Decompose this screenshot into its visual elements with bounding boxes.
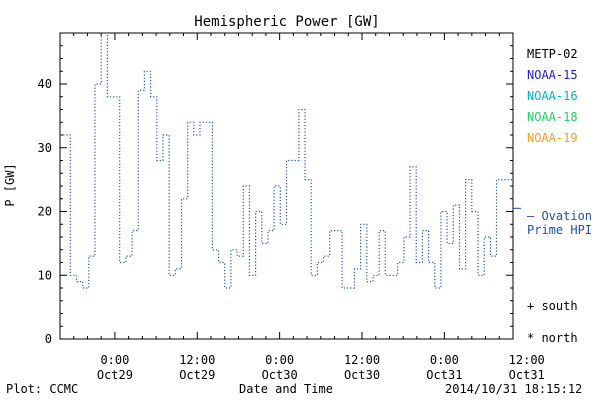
marker-legend-north: * north bbox=[527, 331, 578, 345]
y-axis-label: P [GW] bbox=[3, 163, 17, 206]
x-tick-time-label: 0:00 bbox=[265, 353, 294, 367]
x-axis-label: Date and Time bbox=[239, 382, 333, 396]
plot-frame bbox=[59, 32, 514, 340]
x-tick-date-label: Oct31 bbox=[509, 368, 545, 382]
x-tick-time-label: 12:00 bbox=[509, 353, 545, 367]
plot-credit: Plot: CCMC bbox=[6, 382, 78, 396]
plot-timestamp: 2014/10/31 18:15:12 bbox=[445, 382, 582, 396]
y-tick-label: 30 bbox=[38, 141, 52, 155]
ovation-label-line2: Prime HPI bbox=[527, 223, 592, 237]
legend-item: NOAA-18 bbox=[527, 110, 578, 124]
legend-item: NOAA-15 bbox=[527, 68, 578, 82]
legend-item: NOAA-19 bbox=[527, 131, 578, 145]
x-tick-time-label: 12:00 bbox=[179, 353, 215, 367]
x-tick-date-label: Oct30 bbox=[344, 368, 380, 382]
x-tick-date-label: Oct30 bbox=[262, 368, 298, 382]
series-layer bbox=[60, 32, 521, 289]
x-tick-date-label: Oct29 bbox=[97, 368, 133, 382]
y-tick-label: 10 bbox=[38, 268, 52, 282]
y-tick-label: 20 bbox=[38, 205, 52, 219]
x-tick-time-label: 0:00 bbox=[100, 353, 129, 367]
x-tick-date-label: Oct29 bbox=[179, 368, 215, 382]
x-tick-date-label: Oct31 bbox=[426, 368, 462, 382]
legend-item: NOAA-16 bbox=[527, 89, 578, 103]
plot-axes: 0102030400:00Oct2912:00Oct290:00Oct3012:… bbox=[38, 32, 545, 382]
y-tick-label: 40 bbox=[38, 77, 52, 91]
ovation-label: — Ovation bbox=[527, 209, 592, 223]
legend: METP-02 NOAA-15 NOAA-16 NOAA-18 NOAA-19 — Ova… bbox=[527, 47, 592, 345]
legend-item: METP-02 bbox=[527, 47, 578, 61]
x-tick-time-label: 0:00 bbox=[430, 353, 459, 367]
chart-title: Hemispheric Power [GW] bbox=[194, 14, 379, 30]
marker-legend-south: + south bbox=[527, 299, 578, 313]
y-tick-label: 0 bbox=[45, 332, 52, 346]
series-line-ovation-hpi bbox=[60, 32, 513, 289]
x-tick-time-label: 12:00 bbox=[344, 353, 380, 367]
